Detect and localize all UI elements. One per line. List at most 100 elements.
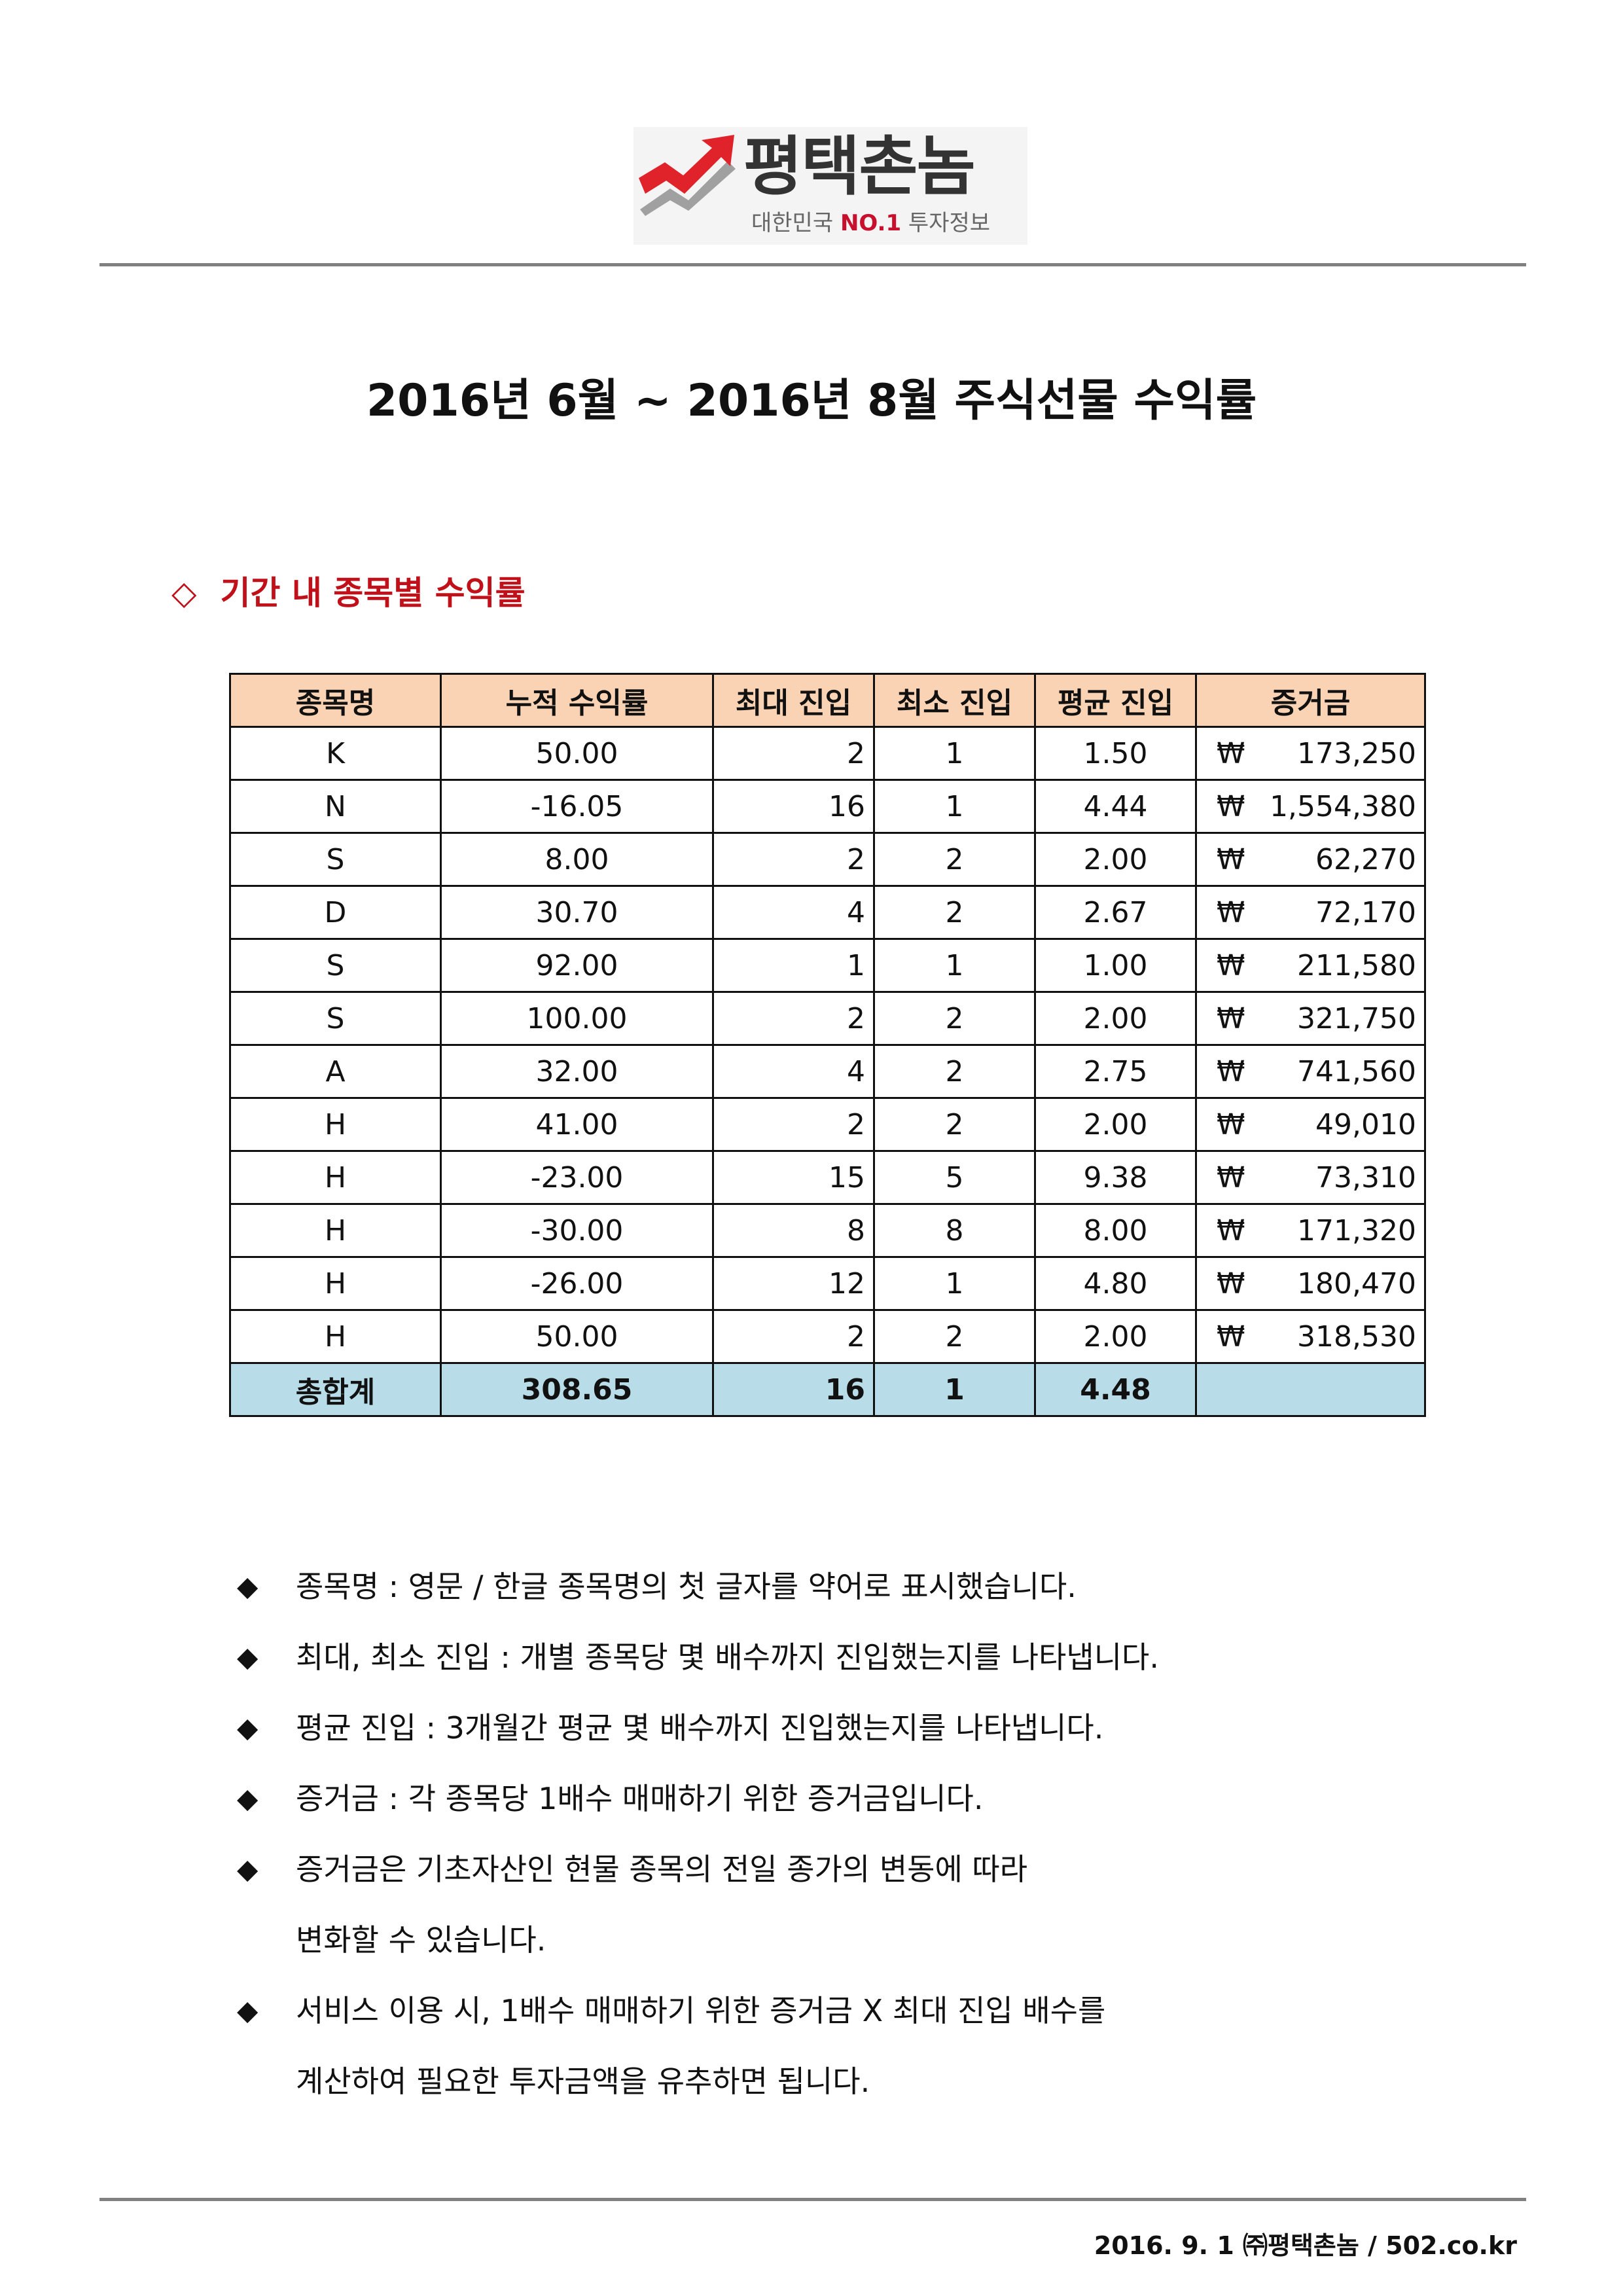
note-item: ◆ 종목명 : 영문 / 한글 종목명의 첫 글자를 약어로 표시했습니다. — [237, 1551, 1480, 1622]
filled-diamond-bullet-icon: ◆ — [237, 1782, 259, 1814]
header-min-entry: 최소 진입 — [873, 673, 1036, 728]
cell-max-entry: 15 — [712, 1150, 875, 1205]
cell-return: 30.70 — [440, 885, 714, 940]
cell-avg-entry: 1.50 — [1034, 726, 1197, 781]
cell-avg-entry: 4.44 — [1034, 779, 1197, 834]
hollow-diamond-icon: ◇ — [171, 574, 197, 612]
cell-name: H — [229, 1309, 442, 1364]
won-symbol: ₩ — [1217, 895, 1245, 929]
note-item: ◆ 증거금은 기초자산인 현물 종목의 전일 종가의 변동에 따라 변화할 수 있… — [237, 1834, 1480, 1975]
cell-min-entry: 1 — [873, 938, 1036, 993]
cell-margin: ₩62,270 — [1195, 832, 1426, 887]
cell-margin: ₩72,170 — [1195, 885, 1426, 940]
total-return: 308.65 — [440, 1362, 714, 1417]
cell-max-entry: 2 — [712, 726, 875, 781]
note-item: ◆ 평균 진입 : 3개월간 평균 몇 배수까지 진입했는지를 나타냅니다. — [237, 1693, 1480, 1763]
cell-name: S — [229, 938, 442, 993]
filled-diamond-bullet-icon: ◆ — [237, 1994, 259, 2026]
footer-text: 2016. 9. 1 ㈜평택촌놈 / 502.co.kr — [1094, 2231, 1517, 2260]
cell-name: H — [229, 1203, 442, 1258]
table-row: H -23.00 15 5 9.38 ₩73,310 — [229, 1150, 1426, 1205]
section-heading-text: 기간 내 종목별 수익률 — [220, 574, 526, 612]
cell-margin: ₩171,320 — [1195, 1203, 1426, 1258]
table-row: H -30.00 8 8 8.00 ₩171,320 — [229, 1203, 1426, 1258]
won-symbol: ₩ — [1217, 1266, 1245, 1300]
cell-min-entry: 1 — [873, 726, 1036, 781]
note-text: 증거금은 기초자산인 현물 종목의 전일 종가의 변동에 따라 변화할 수 있습… — [296, 1852, 1028, 1958]
cell-max-entry: 16 — [712, 779, 875, 834]
cell-min-entry: 2 — [873, 1309, 1036, 1364]
top-divider — [99, 263, 1526, 266]
note-text: 평균 진입 : 3개월간 평균 몇 배수까지 진입했는지를 나타냅니다. — [296, 1710, 1104, 1746]
won-symbol: ₩ — [1217, 842, 1245, 876]
note-item: ◆ 최대, 최소 진입 : 개별 종목당 몇 배수까지 진입했는지를 나타냅니다. — [237, 1622, 1480, 1693]
note-text: 서비스 이용 시, 1배수 매매하기 위한 증거금 X 최대 진입 배수를 계산… — [296, 1993, 1106, 2099]
won-symbol: ₩ — [1217, 1213, 1245, 1247]
cell-avg-entry: 1.00 — [1034, 938, 1197, 993]
header-margin: 증거금 — [1195, 673, 1426, 728]
cell-min-entry: 2 — [873, 832, 1036, 887]
total-label: 총합계 — [229, 1362, 442, 1417]
table-row: N -16.05 16 1 4.44 ₩1,554,380 — [229, 779, 1426, 834]
margin-amount: 171,320 — [1297, 1213, 1416, 1247]
cell-name: H — [229, 1256, 442, 1311]
cell-max-entry: 2 — [712, 832, 875, 887]
table-row: K 50.00 2 1 1.50 ₩173,250 — [229, 726, 1426, 781]
page-title: 2016년 6월 ~ 2016년 8월 주식선물 수익률 — [366, 375, 1257, 427]
margin-amount: 49,010 — [1315, 1107, 1416, 1141]
cell-min-entry: 2 — [873, 885, 1036, 940]
header-max-entry: 최대 진입 — [712, 673, 875, 728]
bottom-divider — [99, 2198, 1526, 2201]
cell-name: S — [229, 991, 442, 1046]
note-item: ◆ 서비스 이용 시, 1배수 매매하기 위한 증거금 X 최대 진입 배수를 계… — [237, 1975, 1480, 2117]
cell-avg-entry: 2.00 — [1034, 1309, 1197, 1364]
margin-amount: 173,250 — [1297, 736, 1416, 770]
cell-max-entry: 4 — [712, 1044, 875, 1099]
cell-name: D — [229, 885, 442, 940]
cell-return: 50.00 — [440, 726, 714, 781]
won-symbol: ₩ — [1217, 789, 1245, 823]
cell-min-entry: 1 — [873, 1256, 1036, 1311]
cell-avg-entry: 2.75 — [1034, 1044, 1197, 1099]
won-symbol: ₩ — [1217, 1319, 1245, 1354]
cell-avg-entry: 9.38 — [1034, 1150, 1197, 1205]
cell-return: 32.00 — [440, 1044, 714, 1099]
total-max-entry: 16 — [712, 1362, 875, 1417]
cell-margin: ₩173,250 — [1195, 726, 1426, 781]
table-row: S 100.00 2 2 2.00 ₩321,750 — [229, 991, 1426, 1046]
logo-tagline-pre: 대한민국 — [751, 210, 840, 236]
table-row: S 92.00 1 1 1.00 ₩211,580 — [229, 938, 1426, 993]
margin-amount: 741,560 — [1297, 1054, 1416, 1088]
table-row: H -26.00 12 1 4.80 ₩180,470 — [229, 1256, 1426, 1311]
note-item: ◆ 증거금 : 각 종목당 1배수 매매하기 위한 증거금입니다. — [237, 1763, 1480, 1834]
won-symbol: ₩ — [1217, 736, 1245, 770]
cell-return: -16.05 — [440, 779, 714, 834]
margin-amount: 73,310 — [1315, 1160, 1416, 1194]
cell-return: 92.00 — [440, 938, 714, 993]
section-heading: ◇ 기간 내 종목별 수익률 — [171, 573, 526, 613]
margin-amount: 1,554,380 — [1270, 789, 1416, 823]
cell-min-entry: 1 — [873, 779, 1036, 834]
cell-margin: ₩321,750 — [1195, 991, 1426, 1046]
cell-name: K — [229, 726, 442, 781]
cell-name: H — [229, 1150, 442, 1205]
cell-name: N — [229, 779, 442, 834]
cell-margin: ₩73,310 — [1195, 1150, 1426, 1205]
table-row: H 41.00 2 2 2.00 ₩49,010 — [229, 1097, 1426, 1152]
cell-margin: ₩211,580 — [1195, 938, 1426, 993]
cell-min-entry: 2 — [873, 1044, 1036, 1099]
cell-return: -23.00 — [440, 1150, 714, 1205]
cell-margin: ₩318,530 — [1195, 1309, 1426, 1364]
filled-diamond-bullet-icon: ◆ — [237, 1570, 259, 1602]
cell-avg-entry: 2.00 — [1034, 991, 1197, 1046]
cell-margin: ₩1,554,380 — [1195, 779, 1426, 834]
margin-amount: 318,530 — [1297, 1319, 1416, 1354]
header-name: 종목명 — [229, 673, 442, 728]
logo-tagline-post: 투자정보 — [901, 210, 991, 236]
filled-diamond-bullet-icon: ◆ — [237, 1641, 259, 1673]
cell-avg-entry: 4.80 — [1034, 1256, 1197, 1311]
cell-return: 41.00 — [440, 1097, 714, 1152]
header-return: 누적 수익률 — [440, 673, 714, 728]
logo-tagline: 대한민국 NO.1 투자정보 — [751, 212, 990, 234]
margin-amount: 211,580 — [1297, 948, 1416, 982]
